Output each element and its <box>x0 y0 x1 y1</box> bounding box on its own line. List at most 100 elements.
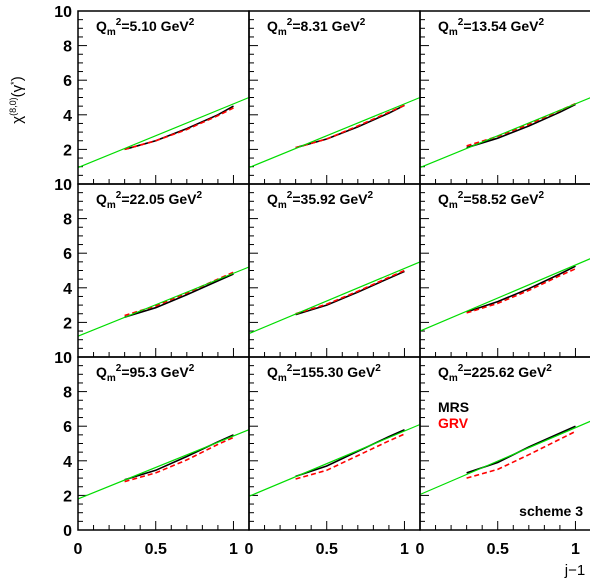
series-grv-line <box>466 430 576 479</box>
y-tick-label: 10 <box>54 177 72 194</box>
series-mrs-line <box>295 428 405 478</box>
label-sup-2: 2 <box>287 17 293 28</box>
label-sub-m: m <box>107 27 116 38</box>
panel-frame <box>248 183 421 358</box>
panel-label: Qm2=22.05 GeV2 <box>96 190 202 211</box>
series-mrs-line <box>466 425 576 474</box>
panel-frame <box>248 10 421 185</box>
label-sub-m: m <box>449 373 458 384</box>
y-tick-label: 6 <box>63 246 72 263</box>
series-mrs-line <box>124 273 234 318</box>
x-tick-label: 1 <box>571 541 580 558</box>
x-tick-label: 0.5 <box>487 541 509 558</box>
panel-9: Qm2=225.62 GeV2 <box>419 356 590 531</box>
y-tick-label: 4 <box>63 108 72 125</box>
label-sub-m: m <box>449 200 458 211</box>
label-sup-2b: 2 <box>196 190 202 201</box>
y-tick-label: 2 <box>63 488 72 505</box>
panel-7: Qm2=95.3 GeV2 <box>77 356 250 531</box>
series-fit-line <box>419 258 590 332</box>
label-value: =155.30 GeV <box>292 364 376 380</box>
series-fit-line <box>248 423 421 497</box>
y-tick-label: 10 <box>54 4 72 21</box>
panel-frame <box>77 10 250 185</box>
label-sup-2b: 2 <box>189 363 195 374</box>
legend-mrs: MRS <box>438 399 469 415</box>
series-grv-line <box>466 268 576 314</box>
x-tick-label: 0.5 <box>316 541 338 558</box>
x-tick-label: 0 <box>74 541 83 558</box>
y-title-sup: (8,0) <box>8 97 18 116</box>
series-fit-line <box>419 420 590 496</box>
panel-frame <box>77 183 250 358</box>
panel-8: Qm2=155.30 GeV2 <box>248 356 421 531</box>
panel-label: Qm2=95.3 GeV2 <box>96 363 195 384</box>
x-tick-label: 0 <box>416 541 425 558</box>
y-tick-label: 10 <box>54 350 72 367</box>
label-sup-2b: 2 <box>546 363 552 374</box>
series-fit-line <box>248 261 421 335</box>
label-q: Q <box>267 191 278 207</box>
y-axis-title: χ(8,0)(γ*) <box>8 76 26 123</box>
y-tick-label: 8 <box>63 39 72 56</box>
label-value: =5.10 GeV <box>121 18 189 34</box>
x-tick-label: 1 <box>229 541 238 558</box>
y-tick-label: 4 <box>63 454 72 471</box>
panel-3: Qm2=13.54 GeV2 <box>419 10 590 185</box>
y-tick-label: 8 <box>63 212 72 229</box>
label-value: =95.3 GeV <box>121 364 189 380</box>
label-sub-m: m <box>107 373 116 384</box>
label-sup-2: 2 <box>116 363 122 374</box>
label-sup-2b: 2 <box>367 190 373 201</box>
label-q: Q <box>438 191 449 207</box>
panel-frame <box>77 356 250 531</box>
label-value: =225.62 GeV <box>463 364 547 380</box>
label-sup-2: 2 <box>116 190 122 201</box>
x-tick-label: 0.5 <box>145 541 167 558</box>
series-grv-line <box>124 436 234 483</box>
panel-6: Qm2=58.52 GeV2 <box>419 183 590 358</box>
panel-frame <box>419 183 590 358</box>
label-value: =58.52 GeV <box>463 191 539 207</box>
label-sup-2: 2 <box>116 17 122 28</box>
label-sub-m: m <box>278 373 287 384</box>
label-sup-2b: 2 <box>375 363 381 374</box>
series-fit-line <box>77 429 250 500</box>
label-sup-2: 2 <box>287 363 293 374</box>
label-q: Q <box>96 191 107 207</box>
label-sup-2b: 2 <box>538 17 544 28</box>
y-tick-label: 2 <box>63 142 72 159</box>
label-sup-2b: 2 <box>189 17 195 28</box>
label-sub-m: m <box>449 27 458 38</box>
panel-5: Qm2=35.92 GeV2 <box>248 183 421 358</box>
y-title-chi: χ <box>9 116 26 124</box>
scheme-annotation: scheme 3 <box>519 503 583 519</box>
label-value: =13.54 GeV <box>463 18 539 34</box>
panel-1: Qm2=5.10 GeV2 <box>77 10 250 185</box>
series-grv-line <box>295 269 405 315</box>
series-mrs-line <box>466 265 576 313</box>
series-grv-line <box>124 271 234 317</box>
label-sup-2b: 2 <box>538 190 544 201</box>
panel-frame <box>248 356 421 531</box>
panel-label: Qm2=225.62 GeV2 <box>438 363 552 384</box>
y-title-star: * <box>9 81 19 85</box>
label-q: Q <box>96 18 107 34</box>
panel-2: Qm2=8.31 GeV2 <box>248 10 421 185</box>
label-sup-2b: 2 <box>360 17 366 28</box>
panel-label: Qm2=155.30 GeV2 <box>267 363 381 384</box>
label-q: Q <box>438 364 449 380</box>
x-axis-title: j−1 <box>564 562 585 579</box>
panel-frame <box>419 10 590 185</box>
x-tick-label: 1 <box>400 541 409 558</box>
y-tick-label: 6 <box>63 419 72 436</box>
series-grv-line <box>295 104 405 149</box>
series-mrs-line <box>466 103 576 149</box>
label-sub-m: m <box>278 27 287 38</box>
series-grv-line <box>124 107 234 151</box>
label-sub-m: m <box>107 200 116 211</box>
panel-4: Qm2=22.05 GeV2 <box>77 183 250 358</box>
label-sup-2: 2 <box>458 190 464 201</box>
y-tick-label: 6 <box>63 73 72 90</box>
